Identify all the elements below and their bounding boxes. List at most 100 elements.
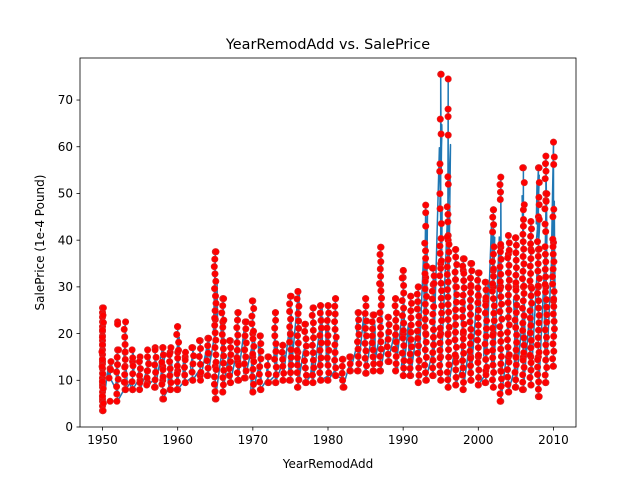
data-point (361, 339, 369, 347)
data-point (240, 360, 248, 368)
data-point (234, 309, 242, 317)
data-point (113, 383, 121, 391)
data-point (452, 366, 460, 374)
data-point (249, 388, 257, 396)
data-point (398, 274, 406, 282)
data-point (549, 250, 557, 258)
data-point (279, 362, 287, 370)
data-point (512, 241, 520, 249)
data-point (301, 327, 309, 335)
data-point (354, 352, 362, 360)
data-point (400, 319, 408, 327)
data-point (489, 265, 497, 273)
data-point (407, 335, 415, 343)
data-point (421, 277, 429, 285)
data-point (542, 296, 550, 304)
data-point (385, 328, 393, 336)
data-point (489, 361, 497, 369)
data-point (541, 280, 549, 288)
data-point (316, 361, 324, 369)
data-point (444, 255, 452, 263)
data-point (197, 376, 205, 384)
data-point (541, 243, 549, 251)
data-point (188, 344, 196, 352)
data-point (535, 215, 543, 223)
data-point (264, 353, 272, 361)
data-point (227, 344, 235, 352)
data-point (513, 294, 521, 302)
data-point (331, 356, 339, 364)
data-point (452, 373, 460, 381)
data-point (445, 308, 453, 316)
data-point (220, 316, 228, 324)
data-point (369, 353, 377, 361)
data-point (527, 321, 535, 329)
data-point (362, 362, 370, 370)
data-point (527, 255, 535, 263)
data-point (271, 332, 279, 340)
data-point (392, 316, 400, 324)
data-point (504, 269, 512, 277)
x-tick-label: 1980 (313, 433, 344, 447)
data-point (271, 355, 279, 363)
data-point (467, 354, 475, 362)
data-point (143, 367, 151, 375)
data-point (242, 339, 250, 347)
data-point (107, 358, 115, 366)
data-point (226, 337, 234, 345)
data-point (211, 307, 219, 315)
data-point (497, 382, 505, 390)
data-point (520, 245, 528, 253)
data-point (436, 354, 444, 362)
data-point (400, 289, 408, 297)
data-point (385, 358, 393, 366)
data-point (204, 364, 212, 372)
data-point (189, 376, 197, 384)
data-point (422, 222, 430, 230)
data-point (504, 313, 512, 321)
data-point (279, 341, 287, 349)
data-point (429, 372, 437, 380)
data-point (211, 285, 219, 293)
data-point (309, 334, 317, 342)
data-point (346, 367, 354, 375)
data-point (527, 366, 535, 374)
data-point (376, 367, 384, 375)
data-point (212, 292, 220, 300)
data-point (160, 388, 168, 396)
data-point (527, 232, 535, 240)
data-point (466, 318, 474, 326)
data-point (98, 377, 106, 385)
data-point (437, 220, 445, 228)
data-point (151, 346, 159, 354)
data-point (444, 180, 452, 188)
data-point (219, 338, 227, 346)
data-point (443, 270, 451, 278)
x-tick-label: 1950 (87, 433, 118, 447)
data-point (474, 314, 482, 322)
data-point (436, 339, 444, 347)
data-point (265, 379, 273, 387)
data-point (474, 381, 482, 389)
data-point (167, 379, 175, 387)
data-point (203, 372, 211, 380)
data-point (309, 326, 317, 334)
data-point (136, 365, 144, 373)
data-point (272, 379, 280, 387)
data-point (407, 299, 415, 307)
data-point (436, 324, 444, 332)
data-point (250, 342, 258, 350)
data-point (489, 339, 497, 347)
x-tick-label: 2000 (463, 433, 494, 447)
data-point (527, 240, 535, 248)
data-point (497, 293, 505, 301)
data-point (512, 346, 520, 354)
data-point (271, 324, 279, 332)
data-point (497, 240, 505, 248)
data-point (520, 341, 528, 349)
data-point (496, 196, 504, 204)
data-point (362, 317, 370, 325)
data-point (451, 268, 459, 276)
data-point (340, 383, 348, 391)
data-point (504, 299, 512, 307)
